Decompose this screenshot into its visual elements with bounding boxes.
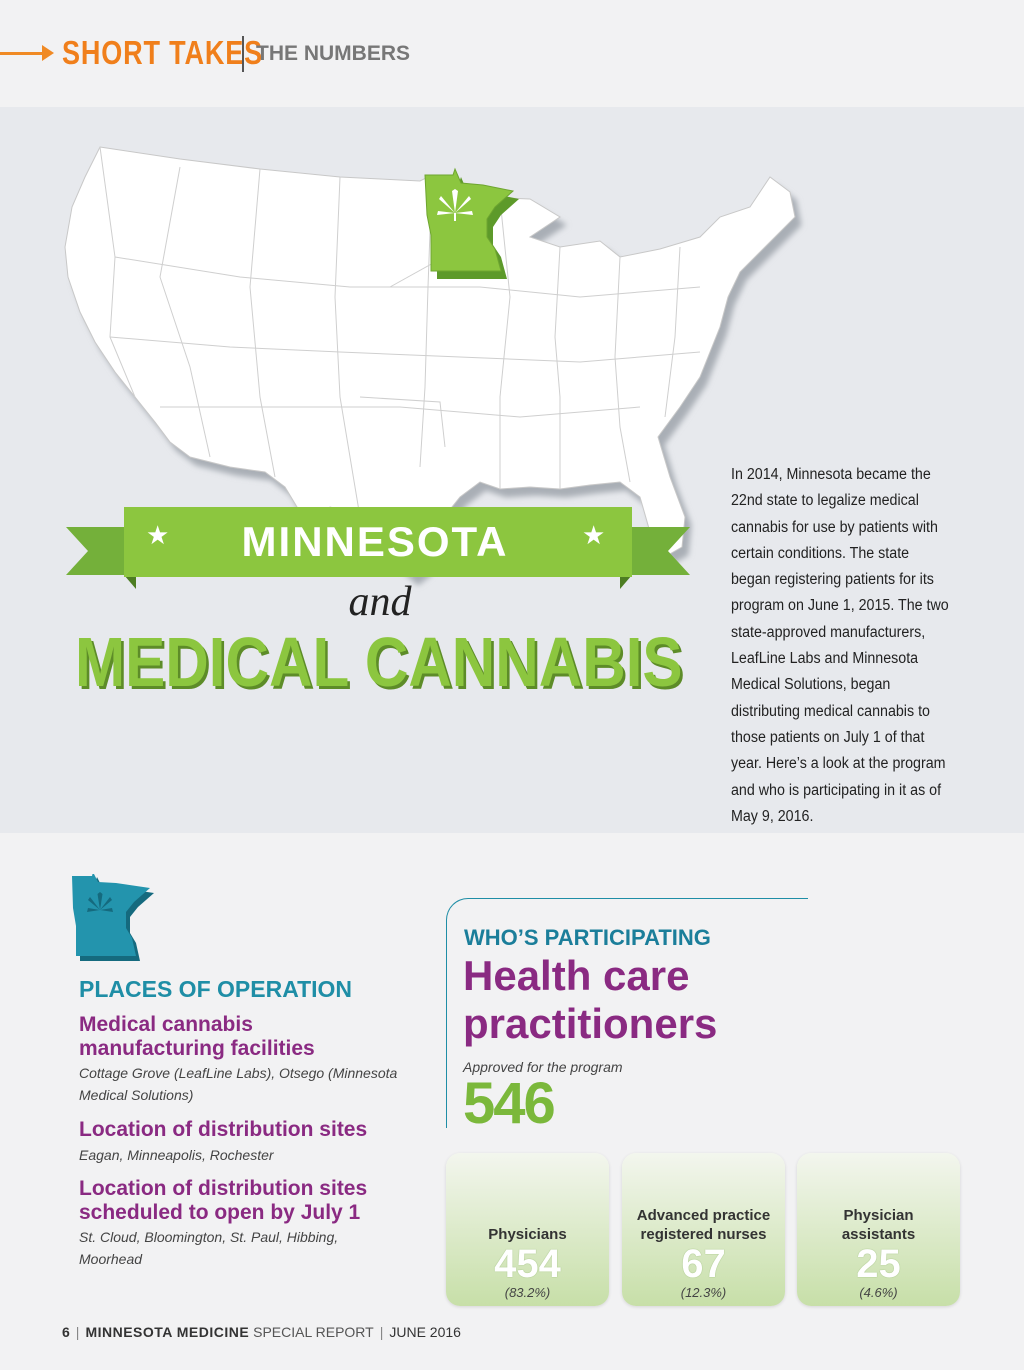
scheduled-detail: St. Cloud, Bloomington, St. Paul, Hibbin… <box>79 1229 339 1267</box>
stat-card-nurses: Advanced practice registered nurses 67 (… <box>622 1153 785 1306</box>
card-percent: (12.3%) <box>680 1285 727 1300</box>
subsection-title: THE NUMBERS <box>256 42 411 65</box>
practitioners-title: Health care practitioners <box>463 952 718 1047</box>
card-value: 25 <box>856 1242 901 1286</box>
card-label: Physicians <box>488 1226 567 1243</box>
section-title: SHORT TAKES <box>62 34 263 71</box>
stat-card-assistants: Physician assistants 25 (4.6%) <box>797 1153 960 1306</box>
participating-bracket <box>446 898 808 1128</box>
arrow-icon <box>0 52 46 55</box>
star-icon: ★ <box>146 520 170 550</box>
banner-title: MINNESOTA <box>241 518 509 565</box>
map-section: In 2014, Minnesota became the 22nd state… <box>0 107 1024 833</box>
report-label: SPECIAL REPORT <box>253 1324 374 1340</box>
card-label: Physician assistants <box>841 1207 916 1243</box>
scheduled-heading: Location of distribution sites scheduled… <box>79 1177 368 1224</box>
card-percent: (83.2%) <box>504 1285 551 1300</box>
header-divider <box>242 36 244 72</box>
title-and: and <box>348 579 412 625</box>
approved-label: Approved for the program <box>463 1059 623 1075</box>
stat-card-physicians: Physicians 454 (83.2%) <box>446 1153 609 1306</box>
page-header: SHORT TAKES THE NUMBERS <box>0 28 1024 78</box>
arrow-head-icon <box>42 45 54 61</box>
participating-heading: WHO’S PARTICIPATING <box>464 925 711 950</box>
star-icon: ★ <box>582 520 606 550</box>
state-borders <box>99 146 701 518</box>
page-number: 6 <box>62 1324 70 1340</box>
card-percent: (4.6%) <box>859 1285 898 1300</box>
distribution-heading: Location of distribution sites <box>79 1118 368 1141</box>
us-map <box>64 146 796 578</box>
manufacturing-detail: Cottage Grove (LeafLine Labs), Otsego (M… <box>79 1065 398 1103</box>
intro-paragraph: In 2014, Minnesota became the 22nd state… <box>731 466 949 825</box>
issue-date: JUNE 2016 <box>389 1324 461 1340</box>
card-label: Advanced practice registered nurses <box>636 1207 771 1243</box>
minnesota-highlight <box>424 167 519 279</box>
publication-name: MINNESOTA MEDICINE <box>85 1324 250 1340</box>
cannabis-leaf-icon <box>437 189 473 221</box>
manufacturing-heading: Medical cannabis manufacturing facilitie… <box>79 1013 315 1060</box>
title-banner <box>66 507 690 589</box>
card-value: 454 <box>494 1242 561 1286</box>
total-approved: 546 <box>463 1071 556 1136</box>
cannabis-leaf-icon <box>87 892 113 912</box>
distribution-detail: Eagan, Minneapolis, Rochester <box>79 1147 274 1163</box>
places-heading: PLACES OF OPERATION <box>79 976 353 1002</box>
card-value: 67 <box>681 1242 726 1286</box>
main-title: MEDICAL CANNABIS <box>75 623 683 701</box>
page-footer: 6 | MINNESOTA MEDICINE SPECIAL REPORT | JUNE… <box>62 1324 461 1340</box>
minnesota-icon <box>72 874 154 961</box>
